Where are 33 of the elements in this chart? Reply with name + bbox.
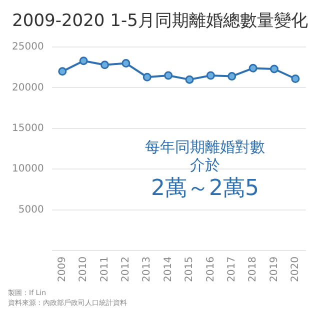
- point: [100, 60, 110, 70]
- point: [58, 67, 67, 76]
- point: [122, 59, 130, 68]
- x-tick-label: 2015: [184, 256, 196, 282]
- x-tick-label: 2014: [162, 256, 174, 282]
- annotation: 介於: [189, 156, 221, 174]
- x-tick-label: 2018: [248, 256, 259, 282]
- x-tick-label: 2017: [226, 256, 238, 282]
- point: [228, 72, 236, 81]
- x-tick-label: 2012: [120, 256, 132, 282]
- x-tick-label: 2019: [268, 256, 280, 282]
- point: [142, 72, 152, 82]
- y-tick-label: 25000: [12, 42, 44, 53]
- annotation: 每年同期離婚對數: [144, 138, 266, 156]
- point: [206, 71, 215, 80]
- annotation: 2萬～2萬5: [150, 175, 260, 203]
- x-tick-label: 2011: [99, 256, 110, 282]
- y-tick-label: 10000: [12, 164, 44, 175]
- chart-title: 2009-2020 1-5月同期離婚總數量變化: [11, 10, 309, 33]
- point: [291, 74, 300, 84]
- x-tick-label: 2020: [290, 256, 302, 282]
- y-tick-label: 20000: [12, 82, 44, 94]
- point: [270, 64, 278, 74]
- point: [79, 56, 88, 66]
- y-tick-label: 15000: [12, 123, 44, 134]
- point: [185, 75, 194, 84]
- point: [164, 71, 173, 80]
- point: [248, 64, 258, 72]
- x-tick-label: 2009: [56, 256, 68, 282]
- x-tick-label: 2013: [142, 256, 153, 282]
- x-tick-label: 2010: [78, 256, 90, 282]
- x-tick-label: 2016: [205, 256, 216, 282]
- y-tick-label: 5000: [18, 204, 44, 216]
